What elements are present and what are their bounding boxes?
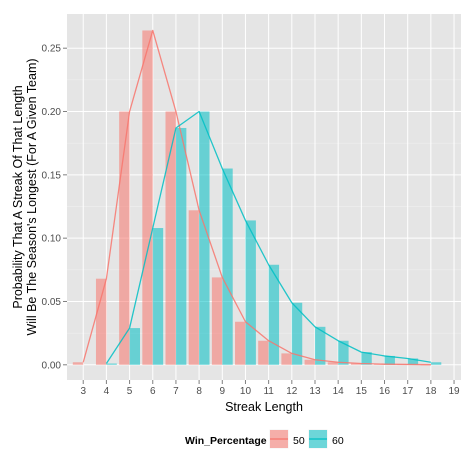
- x-tick-label: 18: [425, 386, 437, 397]
- bar-50-4: [95, 278, 107, 365]
- x-tick-label: 17: [402, 386, 414, 397]
- lines-layer: [82, 29, 431, 366]
- x-tick-label: 14: [333, 386, 345, 397]
- bar-60-13: [314, 326, 326, 365]
- bar-60-11: [268, 264, 280, 365]
- bar-50-15: [350, 363, 362, 365]
- y-tick-label: 0.15: [42, 170, 62, 181]
- series-line-60: [105, 110, 431, 364]
- legend: Win_Percentage 50 60: [185, 428, 344, 450]
- x-tick-label: 10: [240, 386, 252, 397]
- bar-60-17: [407, 358, 419, 365]
- bar-60-12: [291, 302, 303, 365]
- bar-60-7: [175, 127, 187, 365]
- legend-title: Win_Percentage: [185, 435, 267, 447]
- bar-50-6: [142, 30, 153, 365]
- bar-50-12: [281, 353, 292, 365]
- bar-60-4: [106, 363, 117, 365]
- x-tick-label: 15: [356, 386, 368, 397]
- bar-50-14: [327, 362, 339, 365]
- y-axis-ticks: 0.00 0.05 0.10 0.15 0.20 0.25: [42, 44, 67, 371]
- bar-50-8: [188, 210, 200, 365]
- x-tick-label: 16: [379, 386, 391, 397]
- legend-key-60: [307, 428, 329, 450]
- legend-key-50: [268, 428, 290, 450]
- bar-50-3: [72, 362, 84, 365]
- y-tick-label: 0.25: [42, 44, 62, 55]
- y-axis-title: Probability That A Streak Of That Length…: [11, 58, 39, 335]
- bar-50-7: [165, 111, 176, 365]
- y-tick-label: 0.00: [42, 360, 62, 371]
- x-tick-label: 11: [263, 386, 274, 397]
- bar-60-9: [222, 168, 233, 365]
- x-tick-label: 6: [150, 386, 156, 397]
- x-tick-label: 3: [80, 386, 86, 397]
- x-tick-label: 8: [196, 386, 202, 397]
- y-tick-label: 0.05: [42, 297, 62, 308]
- legend-label-50: 50: [293, 435, 305, 447]
- y-axis-title-line-2: Will Be The Season's Longest (For A Give…: [25, 58, 39, 335]
- x-tick-label: 19: [448, 386, 460, 397]
- bar-60-14: [338, 340, 349, 365]
- x-tick-label: 4: [104, 386, 110, 397]
- legend-label-60: 60: [332, 435, 344, 447]
- x-tick-label: 7: [173, 386, 179, 397]
- bar-50-5: [119, 111, 130, 365]
- bars-layer: [72, 30, 442, 366]
- bar-60-18: [430, 362, 442, 365]
- bar-60-6: [152, 228, 164, 365]
- bar-50-9: [211, 277, 223, 365]
- bar-50-10: [235, 321, 246, 365]
- x-tick-label: 9: [220, 386, 226, 397]
- y-tick-label: 0.10: [42, 234, 62, 245]
- series-line-50: [82, 29, 431, 366]
- bar-60-10: [245, 220, 256, 365]
- bar-50-13: [304, 359, 315, 365]
- x-tick-label: 5: [127, 386, 133, 397]
- y-tick-label: 0.20: [42, 107, 62, 118]
- y-axis-title-line-1: Probability That A Streak Of That Length: [11, 85, 25, 308]
- bar-60-16: [384, 355, 395, 365]
- bar-60-8: [199, 111, 210, 365]
- x-axis-title: Streak Length: [225, 400, 303, 414]
- x-tick-label: 13: [309, 386, 321, 397]
- x-tick-label: 12: [286, 386, 298, 397]
- bar-60-15: [361, 352, 372, 365]
- x-axis-ticks: 3 4 5 6 7 8 9 10 11 12 13 14 15 16 17 18 19: [80, 380, 460, 397]
- plot-panel: [67, 14, 461, 380]
- bar-60-5: [129, 328, 141, 365]
- bar-50-11: [258, 340, 269, 365]
